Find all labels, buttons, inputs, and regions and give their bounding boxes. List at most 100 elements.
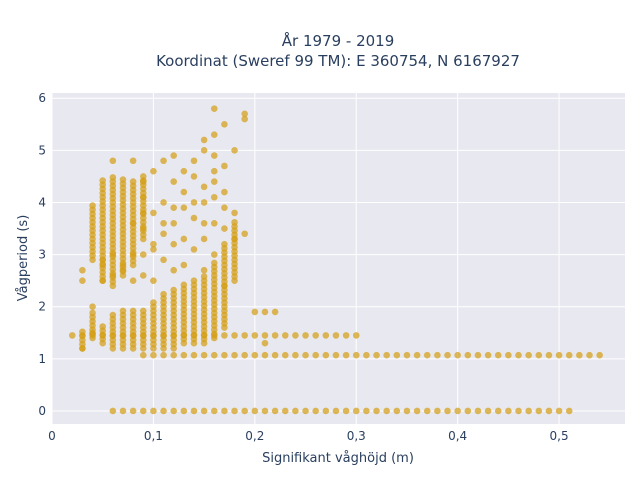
data-point bbox=[221, 351, 228, 359]
data-point bbox=[484, 407, 492, 415]
data-point bbox=[160, 230, 167, 238]
data-point bbox=[576, 351, 583, 359]
data-point bbox=[150, 167, 157, 175]
x-tick-label: 0,1 bbox=[144, 429, 163, 443]
data-point bbox=[170, 152, 177, 159]
data-point bbox=[160, 199, 167, 206]
data-point bbox=[302, 332, 309, 339]
x-tick-label: 0,4 bbox=[448, 429, 467, 443]
data-point bbox=[352, 351, 360, 359]
data-point bbox=[180, 407, 188, 415]
data-point bbox=[190, 173, 198, 180]
data-point bbox=[251, 308, 259, 316]
data-point bbox=[271, 332, 279, 339]
data-point bbox=[464, 407, 472, 415]
data-point bbox=[555, 407, 563, 415]
data-point bbox=[403, 407, 411, 415]
data-point bbox=[200, 147, 208, 154]
data-point bbox=[119, 176, 127, 183]
y-axis-title: Vågperiod (s) bbox=[16, 215, 31, 302]
x-tick-label: 0,2 bbox=[245, 429, 264, 443]
data-point bbox=[79, 277, 86, 284]
data-point bbox=[322, 351, 330, 359]
x-axis-title: Signifikant våghöjd (m) bbox=[262, 451, 414, 466]
data-point bbox=[170, 178, 177, 185]
data-point bbox=[352, 332, 360, 339]
data-point bbox=[221, 188, 228, 196]
data-point bbox=[150, 299, 157, 306]
data-point bbox=[129, 307, 137, 315]
data-point bbox=[129, 251, 137, 258]
data-point bbox=[139, 251, 147, 258]
y-axis-ticks: 0 1 2 3 4 5 6 bbox=[38, 91, 46, 418]
y-tick-label: 3 bbox=[38, 248, 46, 262]
data-point bbox=[210, 407, 218, 415]
data-point bbox=[129, 157, 137, 165]
data-point bbox=[231, 332, 238, 339]
data-point bbox=[139, 193, 147, 201]
data-point bbox=[139, 351, 147, 359]
data-point bbox=[586, 351, 593, 359]
y-tick-label: 4 bbox=[38, 195, 46, 209]
data-point bbox=[241, 230, 248, 238]
data-point bbox=[221, 332, 228, 339]
data-point bbox=[413, 351, 421, 359]
data-points bbox=[68, 105, 603, 415]
data-point bbox=[383, 351, 390, 359]
data-point bbox=[190, 199, 198, 206]
data-point bbox=[190, 246, 198, 253]
data-point bbox=[119, 407, 127, 415]
data-point bbox=[231, 235, 238, 243]
data-point bbox=[505, 407, 512, 415]
x-axis-ticks: 0 0,1 0,2 0,3 0,4 0,5 bbox=[48, 429, 568, 443]
data-point bbox=[565, 351, 573, 359]
y-tick-label: 6 bbox=[38, 91, 46, 105]
data-point bbox=[464, 351, 472, 359]
data-point bbox=[403, 351, 411, 359]
data-point bbox=[535, 351, 543, 359]
data-point bbox=[210, 178, 218, 185]
data-point bbox=[261, 407, 269, 415]
data-point bbox=[251, 332, 259, 339]
data-point bbox=[271, 407, 279, 415]
data-point bbox=[474, 351, 482, 359]
data-point bbox=[150, 240, 157, 248]
data-point bbox=[119, 261, 127, 269]
data-point bbox=[281, 407, 289, 415]
data-point bbox=[160, 351, 167, 359]
data-point bbox=[241, 110, 248, 118]
data-point bbox=[271, 351, 279, 359]
data-point bbox=[292, 332, 299, 339]
data-point bbox=[190, 407, 198, 415]
data-point bbox=[89, 202, 96, 209]
data-point bbox=[109, 311, 117, 319]
data-point bbox=[139, 307, 147, 315]
data-point bbox=[444, 351, 451, 359]
data-point bbox=[322, 407, 330, 415]
data-point bbox=[129, 407, 137, 415]
data-point bbox=[271, 308, 279, 316]
data-point bbox=[373, 351, 380, 359]
data-point bbox=[221, 240, 228, 248]
data-point bbox=[251, 407, 259, 415]
data-point bbox=[231, 147, 238, 154]
data-point bbox=[109, 407, 117, 415]
data-point bbox=[180, 261, 188, 269]
data-point bbox=[99, 256, 107, 264]
data-point bbox=[363, 407, 370, 415]
data-point bbox=[68, 332, 76, 339]
data-point bbox=[221, 282, 228, 290]
data-point bbox=[261, 308, 269, 316]
chart-subtitle: Koordinat (Sweref 99 TM): E 360754, N 61… bbox=[156, 52, 520, 70]
data-point bbox=[119, 307, 127, 315]
data-point bbox=[312, 351, 319, 359]
data-point bbox=[434, 407, 441, 415]
data-point bbox=[363, 351, 370, 359]
data-point bbox=[139, 173, 147, 180]
data-point bbox=[109, 251, 117, 258]
data-point bbox=[190, 277, 198, 284]
data-point bbox=[210, 193, 218, 201]
y-tick-label: 5 bbox=[38, 143, 46, 157]
data-point bbox=[332, 332, 340, 339]
data-point bbox=[383, 407, 390, 415]
